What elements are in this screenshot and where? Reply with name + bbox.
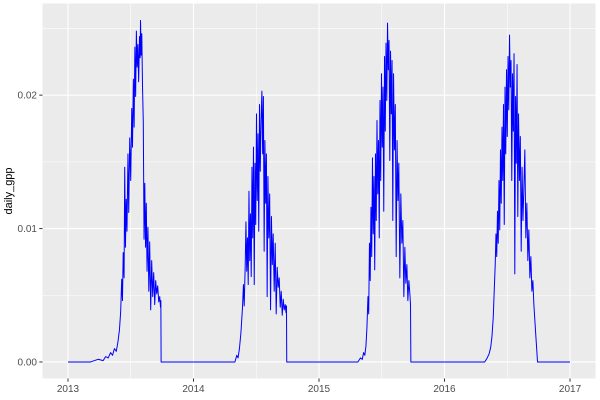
y-axis-title: daily_gpp bbox=[3, 167, 15, 214]
data-line-daily_gpp bbox=[67, 19, 571, 363]
x-axis-tick-label: 2014 bbox=[182, 384, 205, 395]
x-axis-tick-label: 2016 bbox=[433, 384, 456, 395]
y-axis-tick-label: 0.02 bbox=[18, 91, 38, 102]
x-axis-tick-label: 2013 bbox=[57, 384, 80, 395]
x-axis-tick-label: 2017 bbox=[559, 384, 582, 395]
x-axis-tick-label: 2015 bbox=[308, 384, 331, 395]
y-axis-tick-label: 0.01 bbox=[18, 224, 38, 235]
y-axis-tick-label: 0.00 bbox=[18, 357, 38, 368]
